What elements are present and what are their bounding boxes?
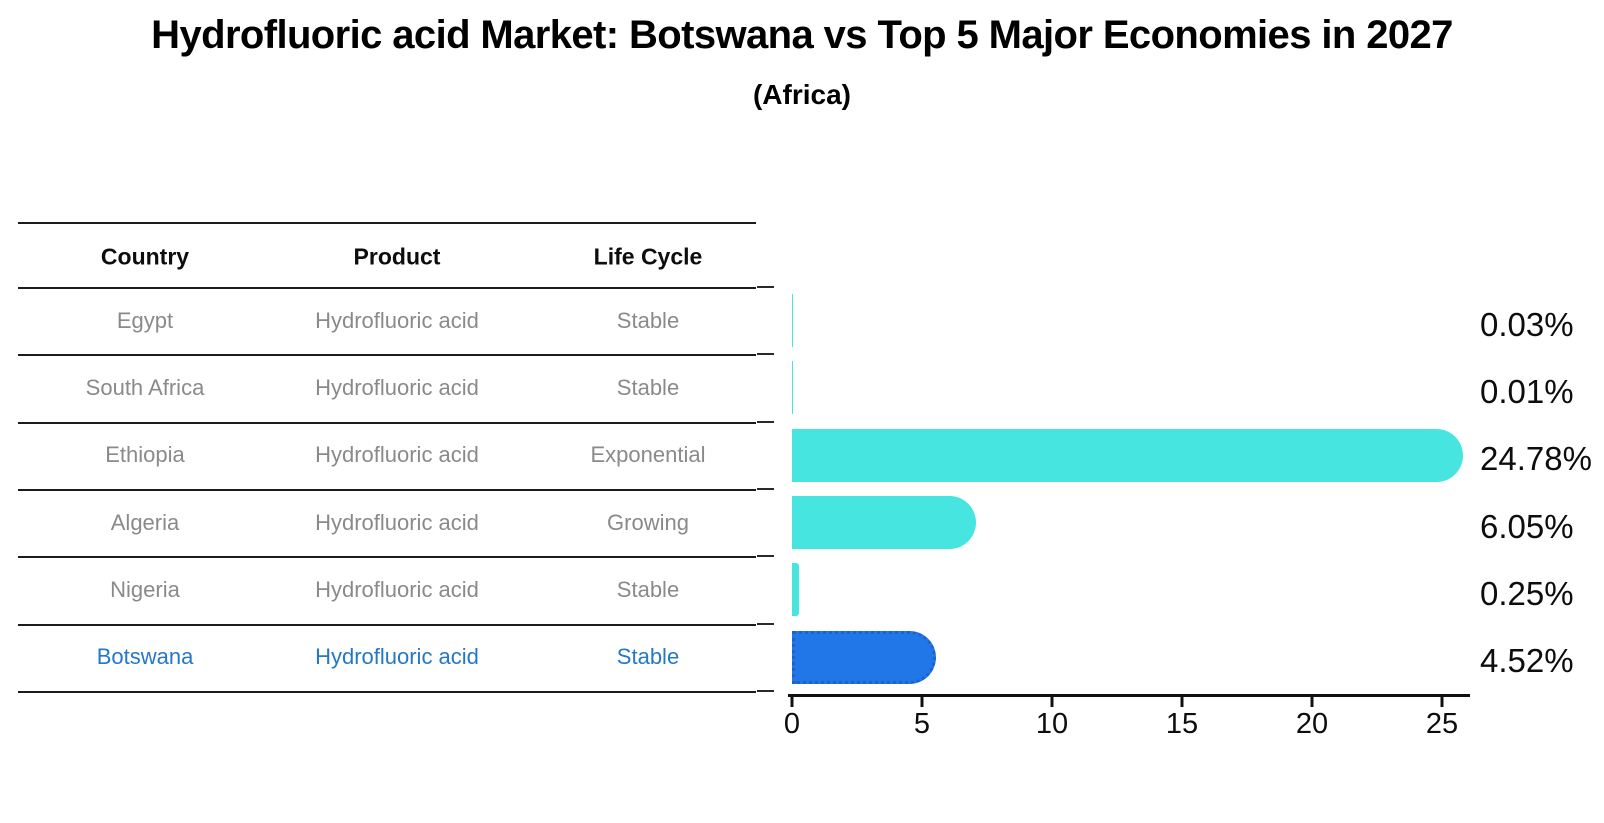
table-header-product: Product [353,243,441,269]
x-tick-label: 15 [1165,708,1199,740]
row-divider [18,690,756,693]
y-tick [757,555,774,558]
table-cell-country: Nigeria [110,576,180,602]
table-cell-life_cycle: Stable [616,576,680,602]
value-label: 0.01% [1480,372,1574,410]
y-tick [757,622,774,625]
table-header-life-cycle: Life Cycle [593,243,703,269]
value-label: 0.25% [1480,574,1574,612]
bar-highlight [792,630,937,684]
table-top-rule [18,222,756,224]
row-divider [18,421,756,424]
y-tick [757,286,774,288]
table-cell-product: Hydrofluoric acid [315,442,479,468]
x-tick-label: 10 [1035,708,1069,740]
row-divider [18,488,756,491]
value-label: 4.52% [1480,642,1574,680]
y-tick [757,689,774,692]
y-tick [757,420,774,423]
table-cell-country: Algeria [110,509,180,535]
row-divider [18,623,756,626]
y-tick [757,487,774,490]
table-cell-life_cycle: Stable [616,374,680,400]
x-tick-label: 5 [913,708,931,740]
bar [792,428,1463,482]
table-cell-product: Hydrofluoric acid [315,644,479,670]
table-cell-country: South Africa [85,374,205,400]
table-cell-product: Hydrofluoric acid [315,509,479,535]
table-cell-product: Hydrofluoric acid [315,374,479,400]
row-divider [18,354,756,357]
x-tick [1310,696,1314,707]
table-header-country: Country [100,243,190,269]
x-tick [920,696,924,707]
table-cell-life_cycle: Exponential [590,442,706,468]
bar [792,563,799,617]
table-cell-life_cycle: Growing [607,509,689,535]
x-tick [790,696,794,707]
bar [792,294,793,348]
table-cell-country: Ethiopia [105,442,185,468]
table-cell-country: Egypt [116,307,174,333]
x-axis-line [788,694,1470,697]
bar [792,496,976,550]
table-cell-product: Hydrofluoric acid [315,307,479,333]
y-tick [757,353,774,356]
x-tick [1180,696,1184,707]
value-label: 24.78% [1480,440,1592,478]
table-cell-product: Hydrofluoric acid [315,576,479,602]
table-cell-life_cycle: Stable [616,644,680,670]
value-label: 0.03% [1480,305,1574,343]
table-cell-life_cycle: Stable [616,307,680,333]
x-tick-label: 20 [1295,708,1329,740]
x-tick-label: 0 [783,708,801,740]
value-label: 6.05% [1480,507,1574,545]
x-tick [1050,696,1054,707]
row-divider [18,556,756,559]
x-tick-label: 25 [1425,708,1459,740]
table-header-rule [18,287,756,289]
bar [792,361,793,415]
chart-subtitle: (Africa) [752,79,851,110]
x-tick [1440,696,1444,707]
table-cell-country: Botswana [96,644,194,670]
chart-title: Hydrofluoric acid Market: Botswana vs To… [151,13,1453,57]
